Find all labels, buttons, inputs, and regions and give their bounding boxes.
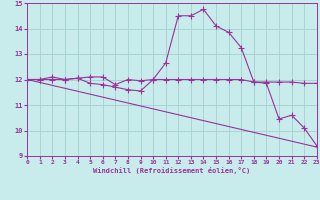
X-axis label: Windchill (Refroidissement éolien,°C): Windchill (Refroidissement éolien,°C) [93,167,251,174]
